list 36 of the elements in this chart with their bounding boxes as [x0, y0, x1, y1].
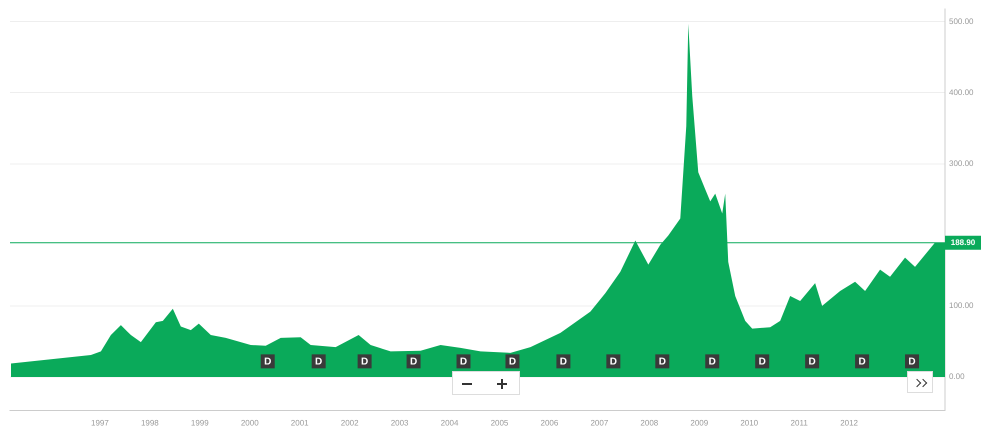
- x-tick-label: 1999: [190, 418, 210, 428]
- annotation: D: [315, 356, 322, 368]
- annotation: D: [808, 356, 816, 368]
- ref-line-label: 188.90: [950, 238, 976, 247]
- x-tick-label: 2009: [690, 418, 709, 428]
- annotation: D: [610, 356, 617, 368]
- annotation: D: [708, 356, 716, 368]
- annotation: D: [410, 356, 418, 368]
- x-tick-label: 2005: [490, 418, 509, 428]
- x-tick-label: 2004: [440, 418, 459, 428]
- annotation: D: [264, 356, 272, 368]
- annotation: D: [460, 356, 468, 368]
- x-tick-label: 2006: [540, 418, 559, 428]
- x-tick-label: 2000: [240, 418, 260, 428]
- y-tick-label: 300.00: [949, 158, 974, 168]
- y-tick-label: 500.00: [949, 16, 974, 26]
- y-tick-label: 100.00: [949, 301, 974, 310]
- y-tick-label: 400.00: [949, 88, 974, 97]
- x-tick-label: 2007: [590, 418, 609, 428]
- annotation: D: [908, 356, 916, 368]
- x-tick-label: 2002: [340, 418, 360, 428]
- annotation: D: [508, 356, 516, 368]
- annotation: D: [758, 356, 766, 368]
- y-tick-label: 0.00: [949, 372, 966, 382]
- annotation: D: [361, 356, 368, 368]
- x-tick-label: 2011: [790, 418, 808, 428]
- x-tick-label: 2012: [840, 418, 859, 428]
- annotation: D: [858, 356, 866, 368]
- x-tick-label: 2010: [740, 418, 759, 428]
- x-tick-label: 2001: [290, 418, 310, 428]
- x-tick-label: 1997: [91, 418, 110, 428]
- x-tick-label: 1998: [140, 418, 160, 428]
- annotation: D: [560, 356, 568, 368]
- annotation: D: [658, 356, 666, 368]
- x-tick-label: 2008: [640, 418, 659, 428]
- x-tick-label: 2003: [390, 418, 410, 428]
